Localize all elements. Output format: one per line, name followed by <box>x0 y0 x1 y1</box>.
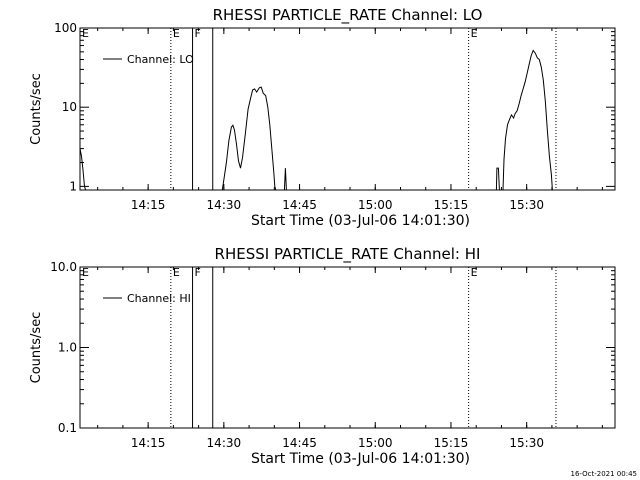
x-axis-label: Start Time (03-Jul-06 14:01:30) <box>251 451 470 467</box>
event-marker-label: E <box>471 266 478 279</box>
plot-frame <box>79 27 616 191</box>
x-tick-label: 15:30 <box>509 436 544 450</box>
footer-timestamp: 16-Oct-2021 00:45 <box>571 470 637 478</box>
y-tick-label: 10.0 <box>50 260 77 274</box>
lo-channel-panel: RHESSI PARTICLE_RATE Channel: LO 14:15 14:… <box>29 6 616 229</box>
y-axis-label: Counts/sec <box>29 312 44 384</box>
event-marker-label: F <box>195 27 201 40</box>
y-tick-label: 10 <box>62 100 77 114</box>
y-tick-label: 1.0 <box>58 341 77 355</box>
event-marker-label: E <box>82 266 89 279</box>
series-line <box>502 49 553 191</box>
series-line <box>79 148 87 191</box>
event-marker-label: F <box>195 266 201 279</box>
chart-title: RHESSI PARTICLE_RATE Channel: HI <box>215 245 481 264</box>
event-marker-label: E <box>82 27 89 40</box>
series-line <box>221 86 277 191</box>
event-marker-label: E <box>173 266 180 279</box>
legend-label: Channel: HI <box>127 292 191 305</box>
series-line <box>495 167 500 191</box>
chart-title: RHESSI PARTICLE_RATE Channel: LO <box>213 6 483 25</box>
x-tick-label: 15:15 <box>434 198 469 212</box>
x-tick-label: 14:15 <box>131 198 166 212</box>
x-tick-label: 14:45 <box>282 436 317 450</box>
y-tick-label: 1 <box>69 179 77 193</box>
y-tick-label: 0.1 <box>58 421 77 435</box>
x-tick-label: 15:00 <box>358 198 393 212</box>
event-marker-label: E <box>173 27 180 40</box>
series-line <box>283 168 287 191</box>
x-tick-label: 14:30 <box>207 436 242 450</box>
x-tick-label: 14:30 <box>207 198 242 212</box>
x-tick-label: 15:15 <box>434 436 469 450</box>
x-tick-label: 14:45 <box>282 198 317 212</box>
x-tick-label: 15:30 <box>509 198 544 212</box>
hi-channel-panel: RHESSI PARTICLE_RATE Channel: HI 14:15 14:… <box>29 245 616 467</box>
legend-label: Channel: LO <box>127 53 194 66</box>
y-tick-label: 100 <box>54 21 77 35</box>
y-axis-label: Counts/sec <box>29 73 44 145</box>
x-axis-label: Start Time (03-Jul-06 14:01:30) <box>251 213 470 229</box>
x-tick-label: 15:00 <box>358 436 393 450</box>
x-tick-label: 14:15 <box>131 436 166 450</box>
event-marker-label: E <box>471 27 478 40</box>
